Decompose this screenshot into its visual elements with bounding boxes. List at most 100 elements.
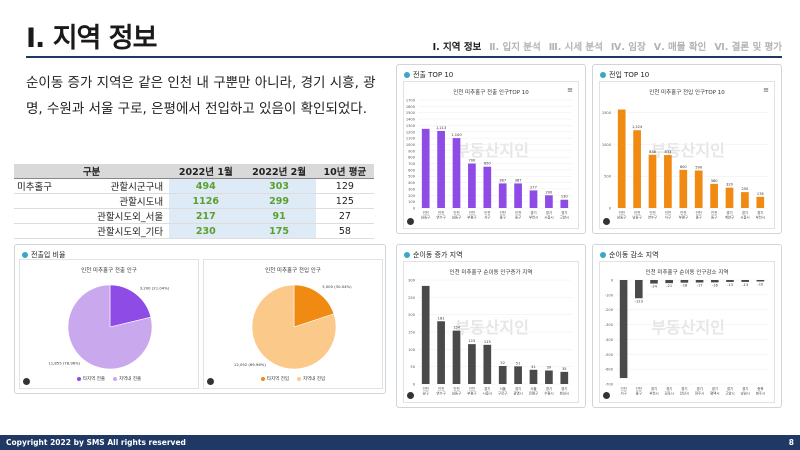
data-label: -13	[727, 283, 733, 287]
watermark-text: 부동산지인	[651, 318, 725, 337]
x-tick-label: 부평구	[679, 215, 688, 220]
y-tick-label: 500	[408, 175, 416, 179]
bar	[664, 155, 672, 208]
bar	[635, 280, 643, 299]
y-tick-label: 200	[408, 313, 416, 317]
x-tick-label: 인천	[438, 210, 444, 215]
data-label: -123	[635, 299, 643, 303]
x-tick-label: 고양시	[560, 215, 569, 220]
bar	[468, 163, 476, 208]
y-tick-label: 1500	[602, 111, 612, 115]
data-label: -16	[712, 283, 719, 287]
bar	[498, 183, 507, 208]
table-row: 미추홀구 관할시군구내 494 303 129	[14, 178, 374, 194]
x-tick-label: 파주시	[695, 391, 704, 396]
row-label: 관할시군구내	[68, 178, 170, 194]
tab-region-info[interactable]: Ⅰ. 지역 정보	[432, 42, 482, 53]
bar	[665, 280, 673, 284]
bar	[545, 195, 553, 208]
y-tick-label: 800	[408, 156, 416, 160]
x-tick-label: 경기	[546, 210, 552, 215]
bar	[560, 199, 569, 208]
data-label: 387	[499, 178, 506, 182]
pie-slice	[251, 284, 337, 370]
x-tick-label: 인천	[636, 386, 642, 391]
data-label: 115	[468, 339, 475, 343]
card-bullet-icon	[404, 72, 410, 78]
legend-marker	[297, 377, 301, 381]
watermark-text: 부동산지인	[651, 141, 725, 160]
bar	[756, 196, 765, 208]
data-label: 838	[649, 150, 657, 154]
section-nav: Ⅰ. 지역 정보 Ⅱ. 입지 분석 Ⅲ. 시세 분석 Ⅳ. 임장 Ⅴ. 매물 확…	[433, 39, 782, 53]
data-label: 1,224	[632, 125, 643, 129]
card-bullet-icon	[600, 252, 606, 258]
x-tick-label: 시흥시	[483, 391, 492, 396]
camera-icon[interactable]	[603, 392, 610, 399]
x-tick-label: 경기	[742, 210, 748, 215]
tab-price-analysis[interactable]: Ⅲ. 시세 분석	[548, 42, 603, 53]
data-label: -13	[742, 283, 748, 287]
camera-icon[interactable]	[603, 218, 610, 225]
x-tick-label: 시흥시	[740, 215, 749, 220]
hamburger-menu-icon[interactable]: ≡	[763, 86, 769, 94]
x-tick-label: 인천	[515, 210, 521, 215]
y-tick-label: 1000	[406, 143, 416, 147]
hamburger-menu-icon[interactable]: ≡	[567, 86, 573, 94]
tab-listing-check[interactable]: Ⅴ. 매물 확인	[653, 42, 707, 53]
legend-item[interactable]: 타지역 전출	[76, 376, 105, 382]
legend-item[interactable]: 지역내 전입	[297, 376, 325, 382]
slice-label: 3,000 (30.04%)	[322, 284, 352, 289]
x-tick-label: 연수구	[436, 391, 445, 396]
y-tick-label: 50	[410, 365, 415, 369]
data-label: 600	[680, 165, 688, 169]
tab-site-visit[interactable]: Ⅳ. 임장	[610, 42, 646, 53]
y-tick-label: 1200	[406, 130, 416, 134]
table-row: 관할시도외_기타 230 175 58	[14, 223, 374, 239]
chart-panel: 인천 미추홀구 순이동 인구증가 지역 부동산지인 0 50 100 150 200 250…	[403, 261, 579, 403]
x-tick-label: 고양시	[725, 391, 734, 396]
data-label: 277	[530, 185, 537, 189]
camera-icon[interactable]	[23, 378, 30, 385]
camera-icon[interactable]	[407, 392, 414, 399]
cell-avg: 129	[315, 178, 374, 194]
y-tick-label: 100	[408, 348, 416, 352]
card-bullet-icon	[404, 252, 410, 258]
x-tick-label: 경기	[530, 210, 536, 215]
bar	[619, 280, 628, 379]
x-tick-label: 남구	[423, 391, 429, 396]
x-tick-label: 부평구	[467, 391, 476, 396]
x-tick-label: 경기	[757, 210, 763, 215]
data-label: 650	[484, 162, 492, 166]
camera-icon[interactable]	[407, 218, 414, 225]
x-tick-label: 인천	[619, 210, 625, 215]
data-label: 181	[438, 316, 445, 320]
chart-title: 인천 미추홀구 전입 인구TOP 10	[649, 90, 725, 96]
camera-icon[interactable]	[207, 378, 214, 385]
slice-label: 12,052 (69.96%)	[234, 362, 266, 367]
chart-title: 인천 미추홀구 순이동 인구증가 지역	[449, 270, 533, 276]
row-label: 관할시도외_기타	[68, 223, 170, 239]
data-label: 51	[516, 361, 521, 365]
in-ratio-pie-chart: 부동산지인3,000 (30.04%)12,052 (69.96%)	[234, 284, 352, 370]
x-tick-label: 연수구	[648, 215, 657, 220]
bar	[710, 183, 718, 208]
legend-item[interactable]: 타지역 전입	[260, 376, 289, 382]
x-tick-label: 남동구	[452, 215, 461, 220]
legend-item[interactable]: 지역내 전출	[113, 376, 141, 382]
x-tick-label: 동구	[711, 216, 717, 220]
cell-jan: 217	[169, 208, 243, 224]
data-label: 176	[757, 192, 765, 196]
table-row: 관할시도외_서울 217 91 27	[14, 208, 374, 224]
tab-location-analysis[interactable]: Ⅱ. 입지 분석	[489, 42, 541, 53]
bar	[741, 192, 749, 208]
x-tick-label: 경기	[742, 386, 748, 391]
tab-conclusion[interactable]: Ⅵ. 결론 및 평가	[714, 42, 782, 53]
y-tick-label: 1100	[406, 137, 416, 141]
x-tick-label: 인천	[469, 386, 475, 391]
x-tick-label: 인천	[453, 210, 459, 215]
legend-marker	[113, 377, 117, 381]
y-tick-label: 250	[408, 296, 416, 300]
title-divider	[26, 56, 782, 58]
